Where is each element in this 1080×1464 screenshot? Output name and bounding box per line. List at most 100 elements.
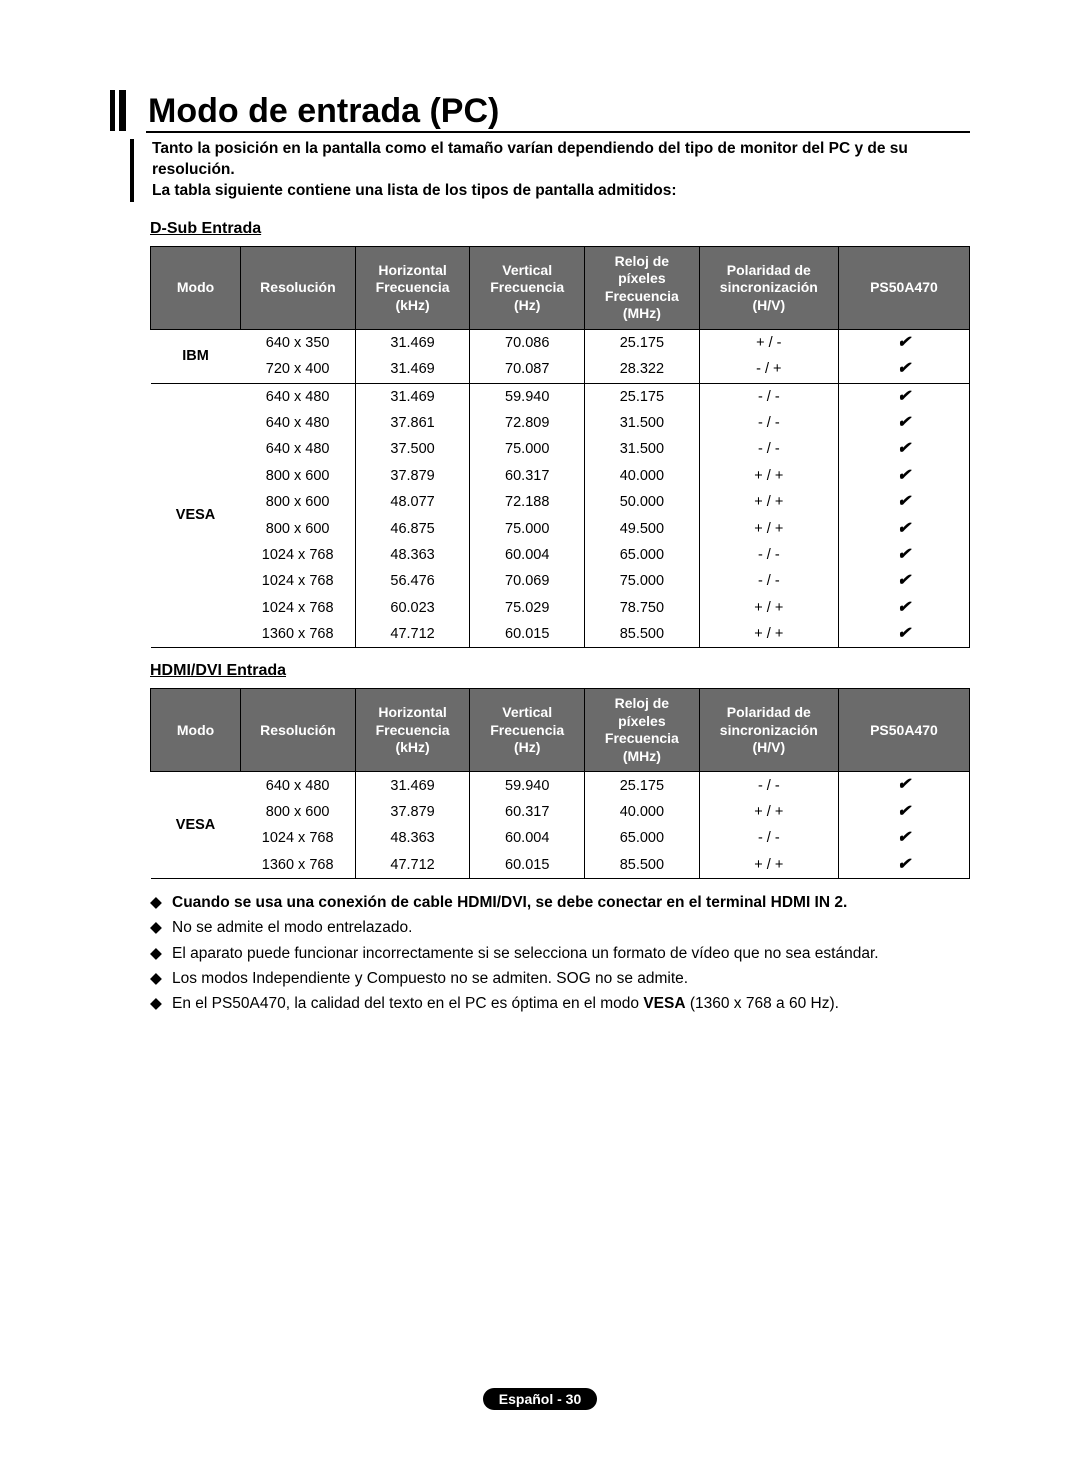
table-header-hfreq: HorizontalFrecuencia(kHz) — [355, 689, 470, 772]
vfreq-cell: 70.069 — [470, 568, 585, 594]
check-icon: ✔ — [897, 546, 910, 563]
page-title: Modo de entrada (PC) — [148, 90, 499, 131]
pixelclock-cell: 50.000 — [585, 489, 700, 515]
resolution-cell: 640 x 480 — [241, 383, 356, 410]
table-row: 1024 x 76856.47670.06975.000- / -✔ — [151, 568, 970, 594]
supported-cell: ✔ — [838, 410, 969, 436]
table-header-vfreq: VerticalFrecuencia(Hz) — [470, 689, 585, 772]
notes-list: ◆Cuando se usa una conexión de cable HDM… — [150, 891, 970, 1015]
vfreq-cell: 60.004 — [470, 542, 585, 568]
vfreq-cell: 72.188 — [470, 489, 585, 515]
pixelclock-cell: 85.500 — [585, 852, 700, 879]
hfreq-cell: 48.363 — [355, 542, 470, 568]
polarity-cell: + / + — [699, 595, 838, 621]
note-text: No se admite el modo entrelazado. — [172, 916, 412, 939]
check-icon: ✔ — [897, 360, 910, 377]
polarity-cell: - / - — [699, 410, 838, 436]
check-icon: ✔ — [897, 803, 910, 820]
supported-cell: ✔ — [838, 463, 969, 489]
pixelclock-cell: 65.000 — [585, 825, 700, 851]
diamond-icon: ◆ — [150, 916, 172, 939]
hfreq-cell: 47.712 — [355, 621, 470, 648]
supported-cell: ✔ — [838, 772, 969, 799]
table-row: 640 x 48037.86172.80931.500- / -✔ — [151, 410, 970, 436]
check-icon: ✔ — [897, 776, 910, 793]
table-row: 800 x 60037.87960.31740.000+ / +✔ — [151, 799, 970, 825]
polarity-cell: - / - — [699, 825, 838, 851]
polarity-cell: - / - — [699, 542, 838, 568]
diamond-icon: ◆ — [150, 967, 172, 990]
resolution-cell: 800 x 600 — [241, 799, 356, 825]
polarity-cell: - / - — [699, 383, 838, 410]
resolution-cell: 640 x 480 — [241, 410, 356, 436]
intro-block: Tanto la posición en la pantalla como el… — [110, 139, 970, 202]
vfreq-cell: 75.000 — [470, 516, 585, 542]
table-row: VESA640 x 48031.46959.94025.175- / -✔ — [151, 383, 970, 410]
resolution-cell: 720 x 400 — [241, 356, 356, 383]
polarity-cell: - / - — [699, 772, 838, 799]
check-icon: ✔ — [897, 334, 910, 351]
pixelclock-cell: 40.000 — [585, 463, 700, 489]
vfreq-cell: 60.015 — [470, 621, 585, 648]
table-row: 720 x 40031.46970.08728.322- / +✔ — [151, 356, 970, 383]
vfreq-cell: 70.087 — [470, 356, 585, 383]
intro-line-2: La tabla siguiente contiene una lista de… — [152, 181, 970, 202]
supported-cell: ✔ — [838, 383, 969, 410]
table-row: 1024 x 76860.02375.02978.750+ / +✔ — [151, 595, 970, 621]
pixelclock-cell: 78.750 — [585, 595, 700, 621]
table-header-modo: Modo — [151, 689, 241, 772]
check-icon: ✔ — [897, 856, 910, 873]
pixelclock-cell: 25.175 — [585, 772, 700, 799]
polarity-cell: + / + — [699, 621, 838, 648]
hfreq-cell: 37.879 — [355, 463, 470, 489]
mode-cell: IBM — [151, 329, 241, 383]
table-header-resolucion: Resolución — [241, 246, 356, 329]
table-header-model: PS50A470 — [838, 246, 969, 329]
table-row: VESA640 x 48031.46959.94025.175- / -✔ — [151, 772, 970, 799]
pixelclock-cell: 25.175 — [585, 383, 700, 410]
pixelclock-cell: 31.500 — [585, 436, 700, 462]
hdmi-table: ModoResoluciónHorizontalFrecuencia(kHz)V… — [150, 688, 970, 879]
diamond-icon: ◆ — [150, 992, 172, 1015]
diamond-icon: ◆ — [150, 891, 172, 914]
footer-page-pill: Español - 30 — [483, 1388, 597, 1410]
resolution-cell: 1360 x 768 — [241, 852, 356, 879]
hfreq-cell: 46.875 — [355, 516, 470, 542]
pixelclock-cell: 49.500 — [585, 516, 700, 542]
hfreq-cell: 48.077 — [355, 489, 470, 515]
polarity-cell: + / + — [699, 852, 838, 879]
vfreq-cell: 59.940 — [470, 772, 585, 799]
check-icon: ✔ — [897, 388, 910, 405]
pixelclock-cell: 40.000 — [585, 799, 700, 825]
page-title-block: Modo de entrada (PC) — [110, 90, 970, 131]
vfreq-cell: 60.004 — [470, 825, 585, 851]
hfreq-cell: 47.712 — [355, 852, 470, 879]
table-header-pix: Reloj depíxelesFrecuencia(MHz) — [585, 246, 700, 329]
supported-cell: ✔ — [838, 329, 969, 356]
table-header-model: PS50A470 — [838, 689, 969, 772]
resolution-cell: 640 x 480 — [241, 436, 356, 462]
hfreq-cell: 37.879 — [355, 799, 470, 825]
hfreq-cell: 37.500 — [355, 436, 470, 462]
resolution-cell: 1024 x 768 — [241, 825, 356, 851]
table-row: 1024 x 76848.36360.00465.000- / -✔ — [151, 825, 970, 851]
table-header-pix: Reloj depíxelesFrecuencia(MHz) — [585, 689, 700, 772]
check-icon: ✔ — [897, 440, 910, 457]
hfreq-cell: 31.469 — [355, 356, 470, 383]
pixelclock-cell: 25.175 — [585, 329, 700, 356]
check-icon: ✔ — [897, 414, 910, 431]
table-row: 640 x 48037.50075.00031.500- / - ✔ — [151, 436, 970, 462]
check-icon: ✔ — [897, 467, 910, 484]
check-icon: ✔ — [897, 493, 910, 510]
vfreq-cell: 75.000 — [470, 436, 585, 462]
hfreq-cell: 48.363 — [355, 825, 470, 851]
resolution-cell: 1024 x 768 — [241, 542, 356, 568]
supported-cell: ✔ — [838, 356, 969, 383]
table-row: 800 x 60037.87960.31740.000+ / +✔ — [151, 463, 970, 489]
intro-line-1: Tanto la posición en la pantalla como el… — [152, 139, 970, 181]
note-item: ◆No se admite el modo entrelazado. — [150, 916, 970, 939]
resolution-cell: 1024 x 768 — [241, 595, 356, 621]
polarity-cell: + / + — [699, 463, 838, 489]
vfreq-cell: 60.317 — [470, 799, 585, 825]
polarity-cell: - / - — [699, 436, 838, 462]
